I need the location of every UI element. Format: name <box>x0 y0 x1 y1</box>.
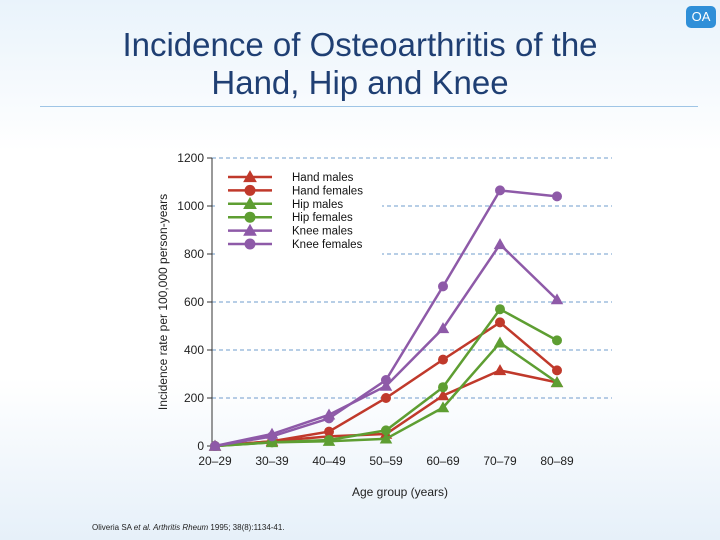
legend-label: Hand males <box>292 172 354 184</box>
x-tick-label: 20–29 <box>198 454 232 468</box>
legend-label: Hip females <box>292 212 353 224</box>
y-tick-label: 400 <box>184 343 204 357</box>
data-point-triangle <box>493 238 507 250</box>
data-point-triangle <box>379 379 393 391</box>
data-point-circle <box>324 435 334 445</box>
y-tick-label: 200 <box>184 391 204 405</box>
series-line <box>214 242 558 448</box>
x-tick-label: 50–59 <box>369 454 403 468</box>
citation-journal: et al. Arthritis Rheum <box>133 523 209 532</box>
data-point-circle <box>244 238 256 250</box>
data-point-circle <box>495 185 505 196</box>
data-point-circle <box>267 431 277 442</box>
series-knee-females <box>210 185 562 451</box>
data-point-circle <box>552 365 562 376</box>
x-tick-label: 60–69 <box>426 454 460 468</box>
data-point-triangle <box>379 432 393 444</box>
legend-label: Knee females <box>292 239 363 251</box>
data-point-circle <box>244 211 256 223</box>
series-layer <box>208 185 564 451</box>
x-tick-label: 80–89 <box>540 454 574 468</box>
series-hip-females <box>210 304 562 451</box>
slide-title: Incidence of Osteoarthritis of the Hand,… <box>60 26 660 102</box>
data-point-triangle <box>243 223 257 236</box>
citation-prefix: Oliveria SA <box>92 523 134 532</box>
data-point-circle <box>381 375 391 385</box>
x-axis-title: Age group (years) <box>352 485 448 499</box>
y-tick-label: 600 <box>184 295 204 309</box>
data-point-circle <box>324 413 334 424</box>
data-point-circle <box>495 304 505 315</box>
y-axis-title: Incidence rate per 100,000 person-years <box>156 194 170 410</box>
y-tick-layer: 0 200 400 600 800 1000 1200 <box>177 151 212 453</box>
legend-label: Knee males <box>292 226 353 238</box>
data-point-triangle <box>436 401 450 413</box>
y-tick-label: 0 <box>197 439 204 453</box>
title-line-1: Incidence of Osteoarthritis of the <box>122 26 598 63</box>
citation: Oliveria SA et al. Arthritis Rheum 1995;… <box>92 523 285 532</box>
data-point-triangle <box>243 170 257 183</box>
data-point-circle <box>552 191 562 202</box>
data-point-circle <box>381 393 391 403</box>
data-point-circle <box>244 184 256 196</box>
title-divider <box>40 106 698 107</box>
data-point-circle <box>438 382 448 393</box>
data-point-circle <box>324 426 334 437</box>
data-point-circle <box>495 317 505 328</box>
series-knee-males <box>208 238 564 451</box>
data-point-circle <box>552 335 562 346</box>
y-tick-label: 1200 <box>177 151 204 165</box>
data-point-triangle <box>436 322 450 334</box>
data-point-circle <box>438 281 448 292</box>
x-tick-label: 40–49 <box>312 454 346 468</box>
x-tick-label: 70–79 <box>483 454 517 468</box>
legend-label: Hip males <box>292 199 343 211</box>
data-point-triangle <box>550 293 564 305</box>
title-line-2: Hand, Hip and Knee <box>211 64 509 101</box>
oa-badge: OA <box>686 6 716 28</box>
data-point-triangle <box>243 196 257 209</box>
x-tick-label: 30–39 <box>255 454 289 468</box>
data-point-circle <box>210 441 220 451</box>
y-tick-label: 1000 <box>177 199 204 213</box>
data-point-triangle <box>493 336 507 348</box>
citation-suffix: 1995; 38(8):1134-41. <box>208 523 285 532</box>
data-point-triangle <box>436 389 450 401</box>
x-tick-layer: 20–29 30–39 40–49 50–59 60–69 70–79 80–89 <box>198 454 574 468</box>
data-point-triangle <box>550 376 564 388</box>
legend-box <box>215 164 382 256</box>
data-point-circle <box>381 425 391 436</box>
data-point-triangle <box>493 364 507 376</box>
data-point-circle <box>438 354 448 365</box>
y-tick-label: 800 <box>184 247 204 261</box>
legend-label: Hand females <box>292 185 363 197</box>
